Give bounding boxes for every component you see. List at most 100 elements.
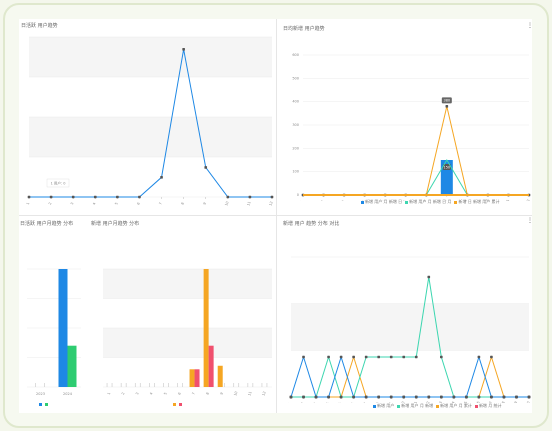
legend-swatch-icon: [454, 200, 458, 204]
chart-legend: 新增 用户 月 新增 日 新增 用户 月 新增 日 月 新增 日 新增 用户 累…: [361, 199, 500, 205]
monthly-new-bar-chart[interactable]: 1 2 3 4 5 6 7 8 9 10 11 12: [89, 217, 276, 397]
legend-item[interactable]: 新增 用户 月 新增: [397, 403, 433, 409]
x-tick-label: 9: [220, 392, 225, 395]
x-tick-label: 7: [191, 392, 196, 395]
legend-swatch-icon: [474, 404, 478, 408]
x-tick-label: 5: [382, 200, 387, 201]
x-tick-label: 12: [261, 391, 266, 397]
x-tick-label: 4: [92, 201, 97, 205]
y-tick-label: 600: [292, 53, 299, 57]
data-point: [477, 355, 481, 359]
legend-item[interactable]: [39, 403, 42, 406]
bar: [58, 269, 68, 387]
data-label-bg: [442, 164, 451, 170]
data-point: [116, 195, 119, 199]
x-tick-label: 17: [488, 401, 493, 403]
series-line: [291, 276, 529, 398]
data-point: [389, 355, 393, 359]
data-point: [352, 395, 355, 399]
legend-item[interactable]: 新增 用户: [373, 403, 394, 409]
data-point: [71, 195, 75, 199]
daily-new-combo-chart[interactable]: 0100200300400500600123456789101112150380: [281, 19, 532, 201]
x-tick-label: 2: [300, 402, 305, 403]
x-tick-label: 19: [513, 401, 518, 403]
monthly-active-bar-chart[interactable]: 2023 2024: [19, 217, 87, 397]
legend-swatch-icon: [45, 403, 48, 406]
panel-title: 新增 用户月趋势 分布: [91, 221, 140, 227]
grid-band: [29, 117, 272, 157]
x-tick-label: 11: [246, 201, 251, 207]
legend-item[interactable]: 新增 日 新增 用户 累计: [454, 199, 500, 205]
x-tick-label: 3: [341, 200, 346, 201]
x-tick-label: 11: [505, 199, 510, 201]
panel-daily-active-trend: 日活跃 用户趋势 1 2 3 4 5 6 7 8 9 10 11 12 1 用户: 0: [19, 19, 274, 209]
legend-item[interactable]: [173, 403, 176, 406]
y-tick-label: 400: [292, 100, 299, 104]
daily-active-line-chart[interactable]: 1 2 3 4 5 6 7 8 9 10 11 121 用户: 0: [19, 19, 274, 209]
x-tick-label: 5: [114, 202, 119, 205]
data-point: [377, 395, 380, 399]
data-label: 380: [443, 99, 450, 103]
data-point: [364, 355, 368, 359]
panel-new-comparison: 新增 用户 趋势 分布 对比 ⋮ 12345678910111213141516…: [281, 217, 533, 413]
legend-item[interactable]: 新增 用户 月 累计: [436, 403, 472, 409]
dashboard-sheet: 日活跃 用户趋势 1 2 3 4 5 6 7 8 9 10 11 12 1 用户: 0 日均新增 用户趋…: [19, 19, 533, 413]
legend-swatch-icon: [39, 403, 42, 406]
data-point: [527, 395, 531, 399]
legend-swatch-icon: [405, 200, 409, 204]
series-line: [303, 106, 529, 196]
data-point: [226, 195, 230, 199]
grid-band: [103, 328, 272, 358]
x-tick-label: 15: [463, 401, 468, 403]
data-point: [27, 195, 31, 199]
x-tick-label: 10: [224, 201, 229, 207]
new-comparison-line-chart[interactable]: 1234567891011121314151617181920: [281, 217, 532, 403]
chart-legend: 新增 用户 新增 用户 月 新增 新增 用户 月 累计 新增 月 统计: [373, 403, 501, 409]
legend-item[interactable]: [45, 403, 48, 406]
data-point: [402, 395, 406, 399]
x-tick-label: 2: [48, 202, 53, 205]
data-point: [327, 395, 330, 399]
x-tick-label: 13: [438, 401, 443, 403]
x-tick-label: 6: [350, 402, 355, 403]
x-tick-label: 4: [325, 401, 330, 403]
y-tick-label: 200: [292, 146, 299, 150]
data-point: [93, 195, 97, 199]
x-tick-label: 10: [233, 391, 238, 397]
data-point: [364, 395, 368, 399]
y-tick-label: 0: [297, 193, 299, 197]
bar: [203, 269, 209, 387]
x-tick-label: 10: [400, 401, 405, 403]
x-tick-label: 8: [205, 392, 210, 395]
panel-monthly-active: 日活跃 用户月趋势 分布 2023 2024: [19, 217, 87, 413]
legend-swatch-icon: [436, 404, 440, 408]
x-tick-label: 5: [338, 402, 343, 403]
data-label-bg: [441, 97, 452, 104]
x-tick-label: 3: [135, 392, 140, 395]
data-point: [314, 395, 318, 399]
bar: [67, 345, 77, 387]
legend-item[interactable]: [179, 403, 182, 406]
x-tick-label: 6: [136, 202, 141, 205]
y-tick-label: 100: [292, 170, 299, 174]
panel-title: 日活跃 用户趋势: [21, 23, 58, 29]
x-tick-label: 16: [475, 401, 480, 403]
legend-item[interactable]: 新增 月 统计: [474, 403, 501, 409]
data-point: [327, 355, 330, 359]
bar: [194, 369, 200, 387]
data-point: [377, 355, 380, 359]
data-point: [465, 395, 468, 399]
data-point: [490, 355, 493, 359]
data-point: [490, 395, 493, 399]
chart-legend: [173, 403, 182, 406]
x-tick-label: 2: [121, 392, 126, 395]
legend-item[interactable]: 新增 用户 月 新增 日: [361, 199, 402, 205]
panel-daily-new-trend: 日均新增 用户趋势 ⋮ 0100200300400500600123456789…: [281, 19, 533, 214]
data-point: [138, 195, 141, 199]
x-tick-label: 7: [158, 202, 163, 205]
data-point: [440, 355, 443, 359]
x-tick-label: 18: [500, 401, 505, 403]
data-point: [352, 355, 355, 359]
x-tick-label: 6: [177, 392, 182, 395]
legend-item[interactable]: 新增 用户 月 新增 日 月: [405, 199, 451, 205]
